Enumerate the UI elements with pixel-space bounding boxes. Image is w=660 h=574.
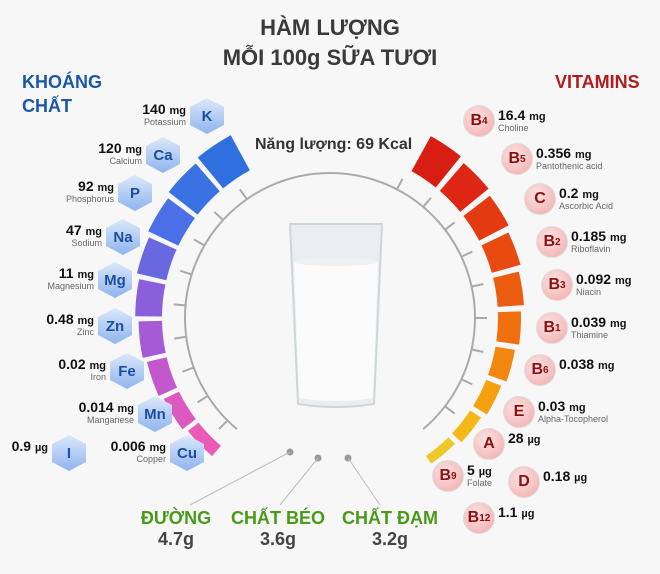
macro-item: CHẤT ĐẠM 3.2g [342,508,438,549]
mineral-label: 0.9 µg [11,438,48,454]
vitamin-badge: A [473,428,505,460]
title-line2: MỖI 100g SỮA TƯƠI [222,45,438,70]
vitamin-label: 0.2 mg Ascorbic Acid [559,185,614,211]
vitamin-badge: C [524,183,556,215]
scale-arc [184,172,476,430]
scale-tick [173,303,186,307]
scale-tick [213,211,224,221]
macro-connector [347,457,381,506]
macro-item: ĐƯỜNG 4.7g [140,508,212,549]
mineral-label: 47 mg Sodium [66,222,102,248]
vitamin-badge: D [508,466,540,498]
mineral-badge-mn: Mn [138,396,172,432]
mineral-label: 0.02 mg Iron [58,356,106,382]
vitamin-label: 0.18 µg [543,468,588,484]
scale-tick [460,378,473,386]
scale-tick [193,238,205,247]
vitamin-label: 0.185 mg Riboflavin [571,228,627,254]
mineral-bar [168,163,220,215]
mineral-bar [138,320,166,358]
title-line1: HÀM LƯỢNG [260,15,400,40]
mineral-bar [187,422,221,457]
mineral-label: 120 mg Calcium [98,140,142,166]
vitamin-bar [439,163,489,212]
scale-tick [444,221,456,231]
mineral-label: 92 mg Phosphorus [65,178,114,204]
mineral-bar [197,135,250,189]
minerals-heading-2: CHẤT [22,96,72,116]
vitamin-bar [488,346,515,382]
vitamin-label: 16.4 mg Choline [498,107,546,133]
vitamin-label: 28 µg [508,430,541,446]
mineral-bar [163,391,196,430]
macro-connector [279,457,319,506]
vitamin-label: 1.1 µg [498,504,535,520]
vitamin-bar [473,379,502,415]
vitamin-bar [463,195,509,241]
scale-tick [396,178,404,190]
vitamin-label: 0.356 mg Pantothenic acid [536,145,603,171]
milk-glass-icon [288,222,384,408]
mineral-label: 0.006 mg Copper [110,438,166,464]
vitamin-label: 0.039 mg Thiamine [571,314,627,340]
mineral-badge-ca: Ca [146,137,180,173]
scale-tick [218,419,229,430]
mineral-bar [148,198,195,246]
vitamin-label: 0.092 mg Niacin [576,271,632,297]
macro-connector [189,451,291,506]
vitamin-bar [425,437,456,464]
scale-tick [239,188,248,200]
vitamins-heading: VITAMINS [555,72,640,92]
vitamin-bar [452,410,481,443]
mineral-bar [136,237,177,281]
mineral-badge-cu: Cu [170,435,204,471]
mineral-label: 0.014 mg Manganese [78,399,134,425]
vitamin-bar [481,232,521,273]
mineral-label: 11 mg Magnesium [47,265,94,291]
mineral-label: 140 mg Potassium [142,101,186,127]
vitamin-label: 0.03 mg Alpha-Tocopherol [538,398,609,424]
scale-tick [182,366,195,373]
vitamin-label: 0.038 mg [559,356,615,372]
scale-tick [179,269,193,276]
vitamin-bar [493,271,524,307]
scale-tick [174,335,187,340]
vitamin-bar [496,311,522,345]
mineral-label: 0.48 mg Zinc [46,311,94,337]
scale-tick [471,348,484,353]
macro-item: CHẤT BÉO 3.6g [231,508,325,549]
vitamin-label: 5 µg Folate [467,462,493,488]
scale-tick [460,250,473,258]
energy-label: Năng lượng: 69 Kcal [255,136,413,153]
mineral-badge-k: K [190,98,224,134]
mineral-bar [135,279,166,317]
minerals-heading-1: KHOÁNG [22,72,102,92]
scale-tick [471,283,484,288]
vitamin-bar [411,136,461,188]
vitamin-badge: E [503,396,535,428]
scale-tick [444,405,456,415]
scale-tick [422,197,432,208]
scale-tick [197,395,209,404]
mineral-bar [146,357,178,397]
vitamin-badge: B 12 [463,502,495,534]
